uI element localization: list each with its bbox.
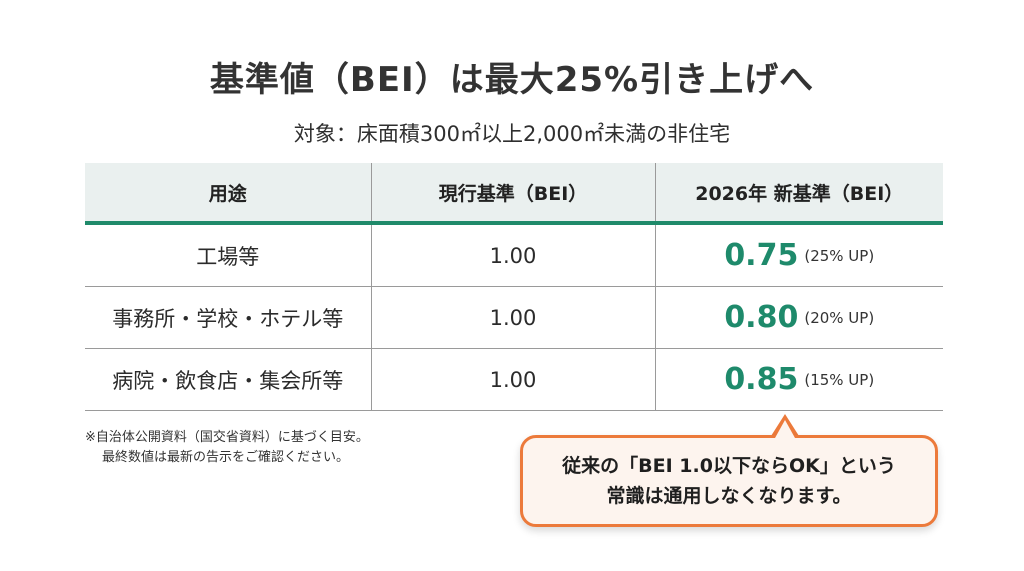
row-new-bei: 0.85 (15% UP) bbox=[654, 348, 943, 411]
callout-pointer-fill bbox=[775, 420, 795, 438]
new-bei-value: 0.85 bbox=[724, 362, 799, 397]
new-bei-up: (15% UP) bbox=[804, 370, 875, 389]
new-bei-up: (25% UP) bbox=[804, 246, 875, 265]
header-new-bei: 2026年 新基準（BEI） bbox=[654, 163, 943, 225]
header-current-bei: 現行基準（BEI） bbox=[370, 163, 655, 225]
row-use: 事務所・学校・ホテル等 bbox=[85, 286, 371, 349]
row-new-bei: 0.80 (20% UP) bbox=[654, 286, 943, 349]
footnote-line-2: 最終数値は最新の告示をご確認ください。 bbox=[102, 450, 350, 465]
row-use: 病院・飲食店・集会所等 bbox=[85, 348, 371, 411]
bei-comparison-table: 用途 現行基準（BEI） 2026年 新基準（BEI） 工場等 1.00 0.7… bbox=[85, 163, 943, 411]
new-bei-value: 0.75 bbox=[724, 238, 799, 273]
footnote-line-1: ※自治体公開資料（国交省資料）に基づく目安。 bbox=[85, 430, 369, 445]
page-subtitle: 対象：床面積300㎡以上2,000㎡未満の非住宅 bbox=[293, 122, 731, 146]
row-current-bei: 1.00 bbox=[370, 348, 655, 411]
table-row: 工場等 1.00 0.75 (25% UP) bbox=[85, 223, 943, 287]
table-header-row: 用途 現行基準（BEI） 2026年 新基準（BEI） bbox=[85, 163, 943, 225]
callout-line-1: 従来の「BEI 1.0以下ならOK」という bbox=[562, 455, 896, 477]
row-use: 工場等 bbox=[85, 223, 371, 287]
row-current-bei: 1.00 bbox=[370, 286, 655, 349]
header-use: 用途 bbox=[85, 163, 371, 225]
row-new-bei: 0.75 (25% UP) bbox=[654, 223, 943, 287]
footnote: ※自治体公開資料（国交省資料）に基づく目安。 最終数値は最新の告示をご確認くださ… bbox=[85, 428, 369, 468]
table-row: 病院・飲食店・集会所等 1.00 0.85 (15% UP) bbox=[85, 348, 943, 411]
row-current-bei: 1.00 bbox=[370, 223, 655, 287]
callout-line-2: 常識は通用しなくなります。 bbox=[606, 485, 852, 507]
new-bei-value: 0.80 bbox=[724, 300, 799, 335]
table-row: 事務所・学校・ホテル等 1.00 0.80 (20% UP) bbox=[85, 286, 943, 349]
page-title: 基準値（BEI）は最大25%引き上げへ bbox=[209, 60, 815, 100]
new-bei-up: (20% UP) bbox=[804, 308, 875, 327]
callout-box: 従来の「BEI 1.0以下ならOK」という 常識は通用しなくなります。 bbox=[520, 435, 938, 527]
